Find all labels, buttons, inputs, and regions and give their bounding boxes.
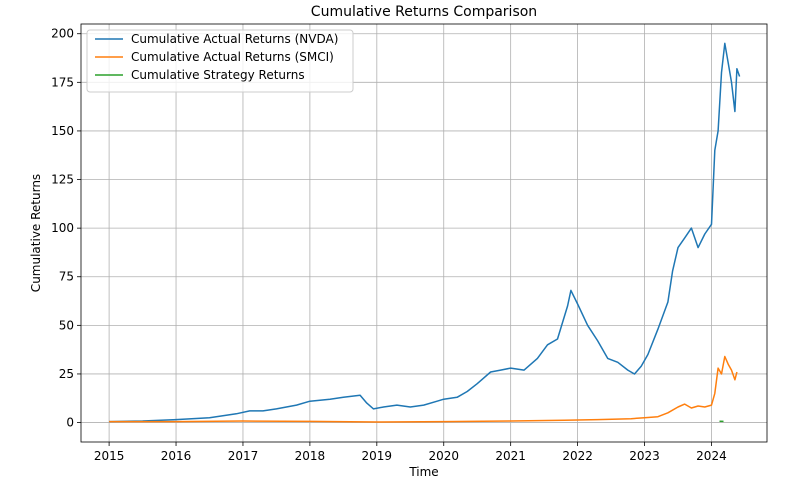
plot-area-frame	[80, 23, 768, 443]
y-tick-label: 125	[51, 173, 74, 187]
x-tick-label: 2022	[562, 449, 593, 463]
y-tick-label: 150	[51, 124, 74, 138]
x-tick-label: 2017	[228, 449, 259, 463]
y-tick-label: 75	[59, 270, 74, 284]
y-tick-label: 200	[51, 27, 74, 41]
x-axis: 2015 2016 2017 2018 2019 2020 2021 2022 2023 2024	[94, 442, 727, 463]
y-axis-label: Cumulative Returns	[29, 174, 43, 292]
x-tick-label: 2019	[362, 449, 393, 463]
legend-box	[86, 29, 354, 93]
x-tick-label: 2015	[94, 449, 125, 463]
series-line	[109, 42, 741, 423]
x-tick-label: 2018	[295, 449, 326, 463]
x-tick-label: 2021	[495, 449, 526, 463]
series-line	[109, 355, 738, 423]
y-tick-label: 25	[59, 367, 74, 381]
y-axis: 0 25 50 75 100 125 150 175 200	[51, 27, 81, 430]
legend: Cumulative Actual Returns (NVDA) Cumulati…	[86, 29, 354, 93]
x-axis-label: Time	[408, 465, 438, 479]
x-tick-label: 2016	[161, 449, 192, 463]
x-tick-label: 2023	[629, 449, 660, 463]
grid	[81, 24, 767, 442]
legend-label: Cumulative Actual Returns (NVDA)	[131, 32, 338, 46]
x-tick-label: 2020	[428, 449, 459, 463]
x-tick-label: 2024	[696, 449, 727, 463]
y-tick-label: 50	[59, 318, 74, 332]
chart-title: Cumulative Returns Comparison	[311, 4, 537, 20]
legend-label: Cumulative Strategy Returns	[131, 68, 305, 82]
y-tick-label: 0	[66, 416, 74, 430]
y-tick-label: 100	[51, 221, 74, 235]
y-tick-label: 175	[51, 75, 74, 89]
legend-label: Cumulative Actual Returns (SMCI)	[131, 50, 334, 64]
series-layer	[109, 42, 741, 423]
